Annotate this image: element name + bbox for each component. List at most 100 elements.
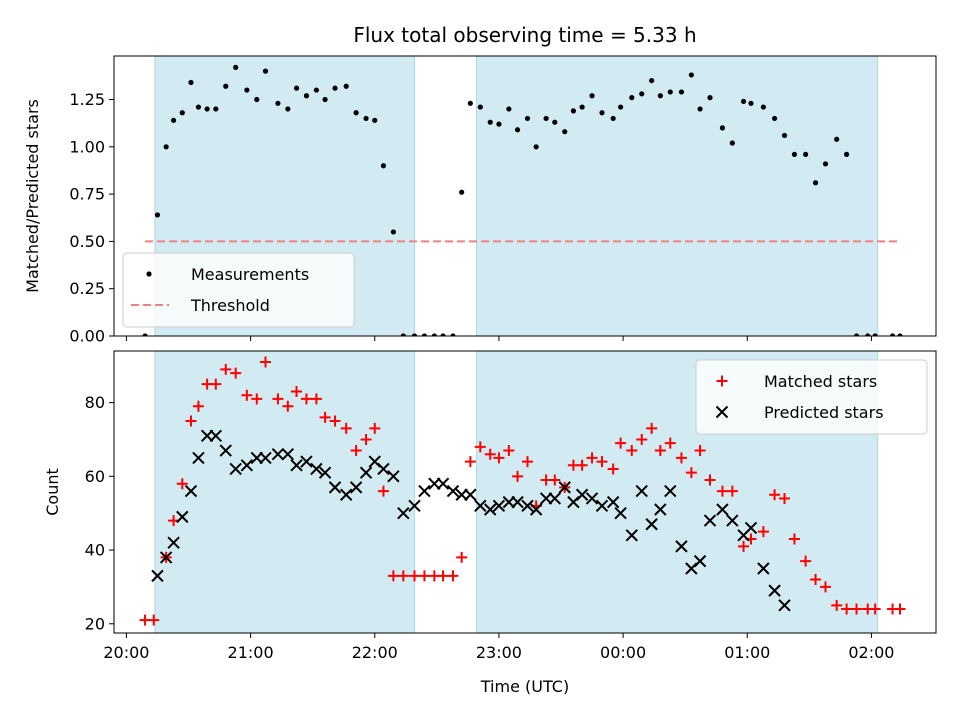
data-point xyxy=(437,570,449,582)
y-tick-label: 20 xyxy=(85,614,105,633)
data-point xyxy=(654,445,666,457)
legend: Measurements Threshold xyxy=(122,252,355,328)
data-point xyxy=(259,451,272,465)
data-point xyxy=(167,536,180,549)
y-tick-label: 0.75 xyxy=(69,185,105,204)
data-point xyxy=(834,136,840,142)
data-point xyxy=(322,96,328,103)
data-point xyxy=(418,484,431,498)
data-point xyxy=(511,495,524,509)
data-point xyxy=(290,459,303,472)
data-point xyxy=(768,584,781,597)
data-point xyxy=(487,119,493,125)
data-point xyxy=(262,68,269,74)
data-point xyxy=(779,492,791,504)
data-point xyxy=(176,478,188,490)
data-point xyxy=(675,452,687,464)
data-point xyxy=(303,93,310,99)
data-point xyxy=(865,333,871,336)
legend-label: Matched stars xyxy=(764,372,877,391)
data-point xyxy=(771,115,778,122)
data-point xyxy=(697,106,703,112)
data-point xyxy=(704,474,716,486)
data-point xyxy=(377,462,390,476)
data-point xyxy=(343,83,349,89)
data-point xyxy=(185,415,197,427)
data-point xyxy=(503,445,515,457)
data-point xyxy=(819,581,831,593)
data-point xyxy=(586,452,598,464)
data-point xyxy=(521,499,534,513)
data-point xyxy=(408,499,421,513)
data-point xyxy=(377,485,389,497)
data-point xyxy=(230,367,242,379)
y-axis-label: Matched/Predicted stars xyxy=(23,99,42,293)
data-point xyxy=(757,526,769,538)
data-point xyxy=(851,603,863,615)
data-point xyxy=(757,562,770,575)
data-point xyxy=(533,144,539,150)
data-point xyxy=(300,455,313,468)
observing-window xyxy=(476,56,879,336)
data-point xyxy=(484,503,497,516)
data-point xyxy=(369,422,381,434)
data-point xyxy=(636,433,648,445)
data-point xyxy=(251,393,263,405)
data-point xyxy=(411,333,418,336)
data-point xyxy=(387,470,400,483)
y-tick-label: 40 xyxy=(85,541,105,560)
x-tick-label: 01:00 xyxy=(724,643,770,662)
data-point xyxy=(894,603,906,615)
data-point xyxy=(812,180,819,186)
data-point xyxy=(610,115,616,122)
data-point xyxy=(872,333,878,336)
data-point xyxy=(570,108,577,114)
data-point xyxy=(685,467,697,479)
y-tick-label: 0.00 xyxy=(69,327,105,346)
data-point xyxy=(596,456,608,468)
data-point xyxy=(431,333,437,336)
x-tick-label: 00:00 xyxy=(600,643,646,662)
legend-marker xyxy=(715,405,729,419)
data-point xyxy=(397,570,409,582)
data-point xyxy=(353,110,359,116)
x-tick-label: 21:00 xyxy=(228,643,274,662)
data-point xyxy=(529,503,543,516)
data-point xyxy=(800,555,812,567)
x-axis-label: Time (UTC) xyxy=(480,677,569,696)
data-point xyxy=(897,333,903,336)
data-point xyxy=(803,151,809,157)
data-point xyxy=(618,104,624,110)
data-point xyxy=(151,569,164,583)
data-point xyxy=(339,488,353,501)
data-point xyxy=(664,437,676,449)
data-point xyxy=(148,614,160,626)
data-point xyxy=(760,104,767,110)
x-tick-label: 22:00 xyxy=(352,643,398,662)
data-point xyxy=(810,574,822,586)
data-point xyxy=(635,484,648,498)
data-point xyxy=(599,110,605,116)
plot-area xyxy=(142,56,903,336)
legend-box xyxy=(695,359,928,435)
panel-count: 20 40 60 80 20:00 21:00 22:00 23:00 00:00 01:00 02… xyxy=(43,350,937,662)
data-point xyxy=(524,115,531,122)
data-point xyxy=(493,452,505,464)
data-point xyxy=(889,333,896,336)
data-point xyxy=(781,132,788,139)
x-tick-label: 23:00 xyxy=(476,643,522,662)
data-point xyxy=(514,127,521,133)
data-point xyxy=(282,400,294,412)
data-point xyxy=(521,456,533,468)
data-point xyxy=(506,106,512,112)
x-tick-label: 02:00 xyxy=(848,643,894,662)
data-point xyxy=(841,603,853,615)
data-point xyxy=(548,492,562,505)
data-point xyxy=(646,422,658,434)
legend-box xyxy=(122,252,355,328)
data-point xyxy=(372,117,378,123)
x-tick-label: 20:00 xyxy=(103,643,149,662)
data-point xyxy=(675,540,688,553)
data-point xyxy=(436,477,450,490)
data-point xyxy=(694,445,706,457)
